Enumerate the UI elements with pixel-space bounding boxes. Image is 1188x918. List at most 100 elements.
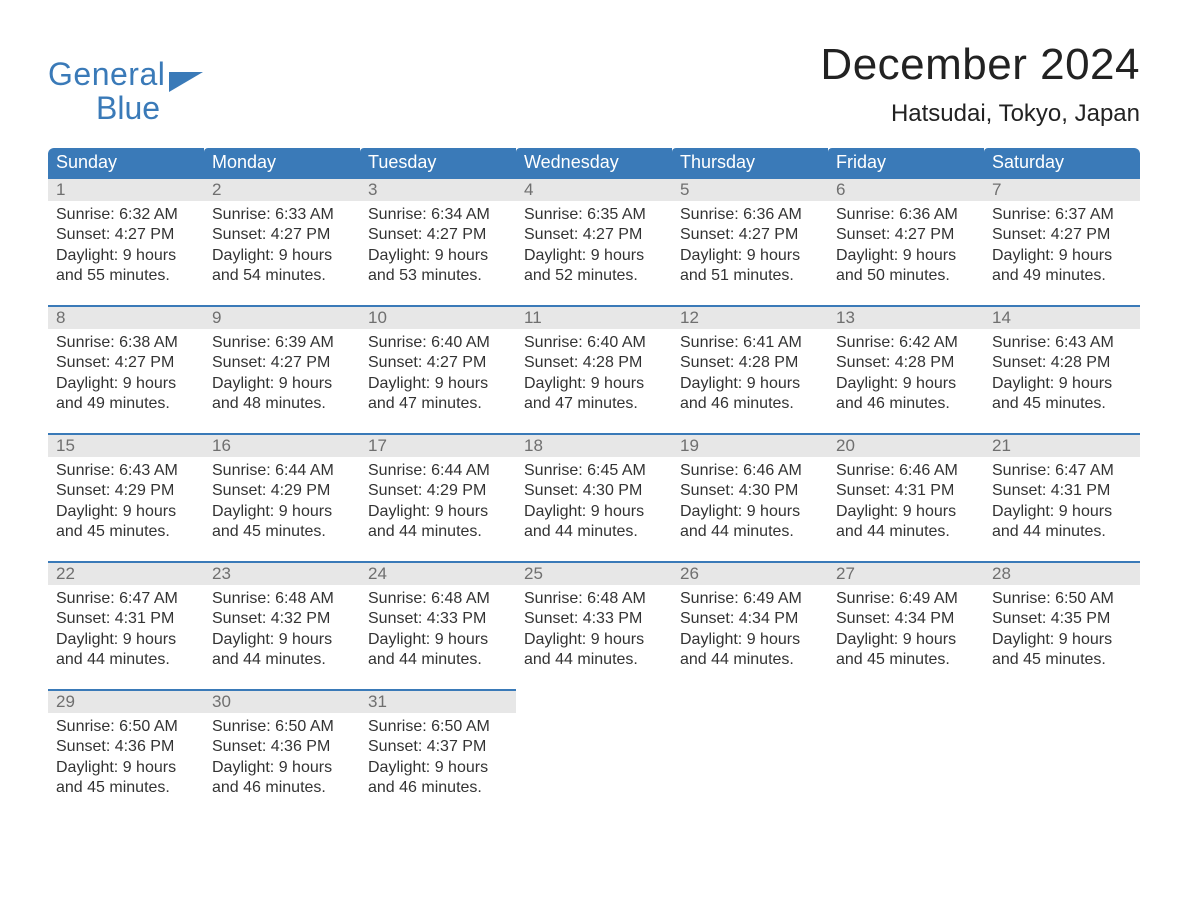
day-number: 5 <box>672 179 828 201</box>
calendar-cell: 31Sunrise: 6:50 AMSunset: 4:37 PMDayligh… <box>360 689 516 817</box>
calendar-cell: 5 Sunrise: 6:36 AMSunset: 4:27 PMDaylight… <box>672 177 828 305</box>
daylight-line: Daylight: 9 hours and 48 minutes. <box>212 374 352 415</box>
day-body: Sunrise: 6:50 AMSunset: 4:36 PMDaylight:… <box>204 713 360 801</box>
calendar-cell: 28Sunrise: 6:50 AMSunset: 4:35 PMDayligh… <box>984 561 1140 689</box>
day-body: Sunrise: 6:50 AMSunset: 4:37 PMDaylight:… <box>360 713 516 801</box>
day-wrap: 31Sunrise: 6:50 AMSunset: 4:37 PMDayligh… <box>360 689 516 801</box>
weekday-header: Sunday <box>48 148 204 177</box>
calendar-cell: 4Sunrise: 6:35 AMSunset: 4:27 PMDaylight… <box>516 177 672 305</box>
day-body: Sunrise: 6:44 AMSunset: 4:29 PMDaylight:… <box>204 457 360 545</box>
calendar-cell <box>984 689 1140 817</box>
daylight-line: Daylight: 9 hours and 50 minutes. <box>836 246 976 287</box>
day-body: Sunrise: 6:45 AMSunset: 4:30 PMDaylight:… <box>516 457 672 545</box>
day-body: Sunrise: 6:46 AMSunset: 4:30 PMDaylight:… <box>672 457 828 545</box>
calendar-cell: 16Sunrise: 6:44 AMSunset: 4:29 PMDayligh… <box>204 433 360 561</box>
day-body: Sunrise: 6:50 AMSunset: 4:36 PMDaylight:… <box>48 713 204 801</box>
calendar-cell: 9Sunrise: 6:39 AMSunset: 4:27 PMDaylight… <box>204 305 360 433</box>
sunrise-line: Sunrise: 6:48 AM <box>524 589 664 609</box>
sunrise-line: Sunrise: 6:47 AM <box>56 589 196 609</box>
day-number: 3 <box>360 179 516 201</box>
day-wrap: 4Sunrise: 6:35 AMSunset: 4:27 PMDaylight… <box>516 177 672 289</box>
calendar-cell <box>672 689 828 817</box>
calendar-cell: 18Sunrise: 6:45 AMSunset: 4:30 PMDayligh… <box>516 433 672 561</box>
day-body: Sunrise: 6:42 AMSunset: 4:28 PMDaylight:… <box>828 329 984 417</box>
day-number: 16 <box>204 435 360 457</box>
brand-logo: General Blue <box>48 58 203 125</box>
day-number: 11 <box>516 307 672 329</box>
day-wrap: 5 Sunrise: 6:36 AMSunset: 4:27 PMDaylight… <box>672 177 828 289</box>
daylight-line: Daylight: 9 hours and 44 minutes. <box>836 502 976 543</box>
daylight-line: Daylight: 9 hours and 45 minutes. <box>992 374 1132 415</box>
weekday-header: Thursday <box>672 148 828 177</box>
day-body: Sunrise: 6:49 AMSunset: 4:34 PMDaylight:… <box>828 585 984 673</box>
weekday-header: Tuesday <box>360 148 516 177</box>
day-number: 27 <box>828 563 984 585</box>
sunset-line: Sunset: 4:29 PM <box>56 481 196 501</box>
sunrise-line: Sunrise: 6:40 AM <box>524 333 664 353</box>
sunrise-line: Sunrise: 6:36 AM <box>680 205 820 225</box>
weekday-header: Wednesday <box>516 148 672 177</box>
sunset-line: Sunset: 4:36 PM <box>212 737 352 757</box>
day-number: 14 <box>984 307 1140 329</box>
day-body: Sunrise: 6:47 AMSunset: 4:31 PMDaylight:… <box>984 457 1140 545</box>
day-number: 29 <box>48 691 204 713</box>
day-wrap: 29Sunrise: 6:50 AMSunset: 4:36 PMDayligh… <box>48 689 204 801</box>
sunrise-line: Sunrise: 6:50 AM <box>368 717 508 737</box>
day-body: Sunrise: 6:43 AMSunset: 4:29 PMDaylight:… <box>48 457 204 545</box>
day-number: 30 <box>204 691 360 713</box>
day-wrap: 30Sunrise: 6:50 AMSunset: 4:36 PMDayligh… <box>204 689 360 801</box>
calendar-cell: 17Sunrise: 6:44 AMSunset: 4:29 PMDayligh… <box>360 433 516 561</box>
sunrise-line: Sunrise: 6:38 AM <box>56 333 196 353</box>
weekday-header-row: Sunday Monday Tuesday Wednesday Thursday… <box>48 148 1140 177</box>
sunset-line: Sunset: 4:34 PM <box>680 609 820 629</box>
sunset-line: Sunset: 4:30 PM <box>680 481 820 501</box>
calendar-cell: 27Sunrise: 6:49 AMSunset: 4:34 PMDayligh… <box>828 561 984 689</box>
sunrise-line: Sunrise: 6:41 AM <box>680 333 820 353</box>
day-body: Sunrise: 6:46 AMSunset: 4:31 PMDaylight:… <box>828 457 984 545</box>
day-wrap: 16Sunrise: 6:44 AMSunset: 4:29 PMDayligh… <box>204 433 360 545</box>
day-wrap: 9Sunrise: 6:39 AMSunset: 4:27 PMDaylight… <box>204 305 360 417</box>
day-number: 8 <box>48 307 204 329</box>
day-wrap: 10Sunrise: 6:40 AMSunset: 4:27 PMDayligh… <box>360 305 516 417</box>
day-wrap: 17Sunrise: 6:44 AMSunset: 4:29 PMDayligh… <box>360 433 516 545</box>
day-number: 31 <box>360 691 516 713</box>
day-number: 2 <box>204 179 360 201</box>
day-number: 1 <box>48 179 204 201</box>
day-wrap: 27Sunrise: 6:49 AMSunset: 4:34 PMDayligh… <box>828 561 984 673</box>
calendar-cell: 21Sunrise: 6:47 AMSunset: 4:31 PMDayligh… <box>984 433 1140 561</box>
sunrise-line: Sunrise: 6:48 AM <box>368 589 508 609</box>
day-number: 23 <box>204 563 360 585</box>
day-body: Sunrise: 6:32 AMSunset: 4:27 PMDaylight:… <box>48 201 204 289</box>
calendar-cell: 19Sunrise: 6:46 AMSunset: 4:30 PMDayligh… <box>672 433 828 561</box>
sunset-line: Sunset: 4:34 PM <box>836 609 976 629</box>
day-body: Sunrise: 6:44 AMSunset: 4:29 PMDaylight:… <box>360 457 516 545</box>
day-wrap: 18Sunrise: 6:45 AMSunset: 4:30 PMDayligh… <box>516 433 672 545</box>
sunrise-line: Sunrise: 6:50 AM <box>992 589 1132 609</box>
day-number: 15 <box>48 435 204 457</box>
calendar-cell: 1Sunrise: 6:32 AMSunset: 4:27 PMDaylight… <box>48 177 204 305</box>
day-wrap: 20Sunrise: 6:46 AMSunset: 4:31 PMDayligh… <box>828 433 984 545</box>
day-body: Sunrise: 6:43 AMSunset: 4:28 PMDaylight:… <box>984 329 1140 417</box>
day-number: 7 <box>984 179 1140 201</box>
day-wrap: 15Sunrise: 6:43 AMSunset: 4:29 PMDayligh… <box>48 433 204 545</box>
sunset-line: Sunset: 4:27 PM <box>680 225 820 245</box>
sunset-line: Sunset: 4:27 PM <box>368 225 508 245</box>
day-body: Sunrise: 6:37 AMSunset: 4:27 PMDaylight:… <box>984 201 1140 289</box>
sunset-line: Sunset: 4:36 PM <box>56 737 196 757</box>
day-number: 25 <box>516 563 672 585</box>
day-number: 13 <box>828 307 984 329</box>
daylight-line: Daylight: 9 hours and 46 minutes. <box>680 374 820 415</box>
day-number: 4 <box>516 179 672 201</box>
calendar-cell: 26Sunrise: 6:49 AMSunset: 4:34 PMDayligh… <box>672 561 828 689</box>
day-wrap: 3Sunrise: 6:34 AMSunset: 4:27 PMDaylight… <box>360 177 516 289</box>
sunset-line: Sunset: 4:28 PM <box>524 353 664 373</box>
sunset-line: Sunset: 4:31 PM <box>992 481 1132 501</box>
day-body: Sunrise: 6:34 AMSunset: 4:27 PMDaylight:… <box>360 201 516 289</box>
day-body: Sunrise: 6:33 AMSunset: 4:27 PMDaylight:… <box>204 201 360 289</box>
calendar-cell: 11Sunrise: 6:40 AMSunset: 4:28 PMDayligh… <box>516 305 672 433</box>
day-wrap: 7Sunrise: 6:37 AMSunset: 4:27 PMDaylight… <box>984 177 1140 289</box>
daylight-line: Daylight: 9 hours and 46 minutes. <box>368 758 508 799</box>
day-number: 21 <box>984 435 1140 457</box>
daylight-line: Daylight: 9 hours and 51 minutes. <box>680 246 820 287</box>
page-title: December 2024 <box>820 40 1140 90</box>
